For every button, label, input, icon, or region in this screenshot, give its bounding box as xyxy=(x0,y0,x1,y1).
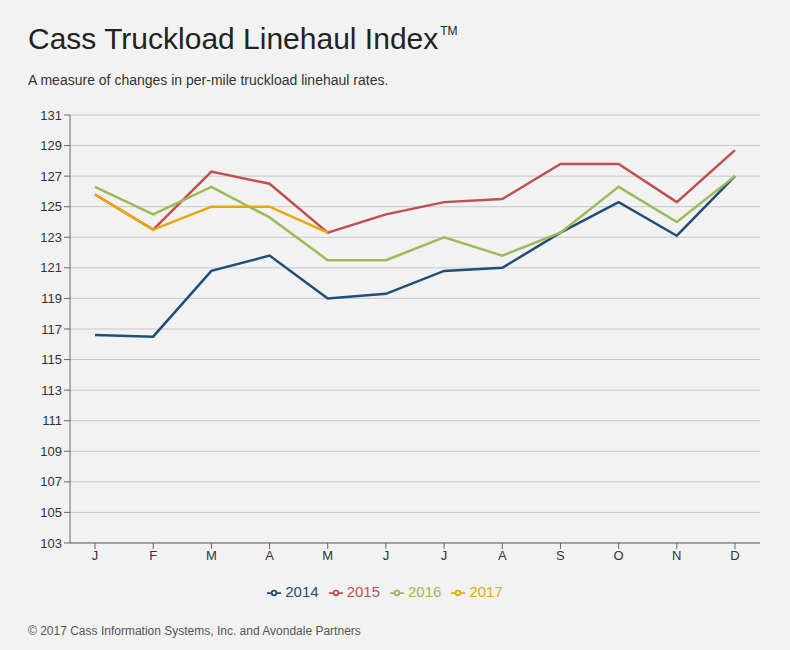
svg-text:F: F xyxy=(149,548,157,563)
svg-text:J: J xyxy=(441,548,448,563)
html-text:2016: 2016 xyxy=(408,583,442,600)
html-text:TM: TM xyxy=(440,24,458,38)
svg-text:M: M xyxy=(322,548,333,563)
svg-text:127: 127 xyxy=(40,169,62,184)
svg-text:105: 105 xyxy=(40,505,62,520)
svg-text:109: 109 xyxy=(40,444,62,459)
svg-text:S: S xyxy=(556,548,565,563)
svg-text:121: 121 xyxy=(40,260,62,275)
svg-text:119: 119 xyxy=(41,291,62,306)
svg-text:N: N xyxy=(672,548,681,563)
svg-text:129: 129 xyxy=(40,138,62,153)
svg-text:J: J xyxy=(92,548,99,563)
svg-text:131: 131 xyxy=(40,108,62,123)
html-text:2017: 2017 xyxy=(469,583,503,600)
svg-text:A: A xyxy=(498,548,507,563)
html-text:© 2017 Cass Information System: © 2017 Cass Information Systems, Inc. an… xyxy=(28,624,361,638)
svg-text:D: D xyxy=(730,548,739,563)
html-text:2014: 2014 xyxy=(285,583,319,600)
svg-text:M: M xyxy=(206,548,217,563)
svg-text:107: 107 xyxy=(40,474,62,489)
html-text:2015: 2015 xyxy=(346,583,380,600)
svg-text:103: 103 xyxy=(40,536,62,551)
html-text:A measure of changes in per-mi: A measure of changes in per-mile trucklo… xyxy=(28,72,389,88)
html-text:Cass Truckload Linehaul Index: Cass Truckload Linehaul Index xyxy=(28,22,439,55)
svg-text:125: 125 xyxy=(40,199,62,214)
svg-text:A: A xyxy=(265,548,274,563)
svg-text:J: J xyxy=(383,548,390,563)
svg-text:115: 115 xyxy=(41,352,62,367)
svg-text:117: 117 xyxy=(41,322,62,337)
svg-text:O: O xyxy=(614,548,624,563)
svg-text:113: 113 xyxy=(41,383,62,398)
svg-text:123: 123 xyxy=(40,230,62,245)
svg-text:111: 111 xyxy=(42,413,62,428)
